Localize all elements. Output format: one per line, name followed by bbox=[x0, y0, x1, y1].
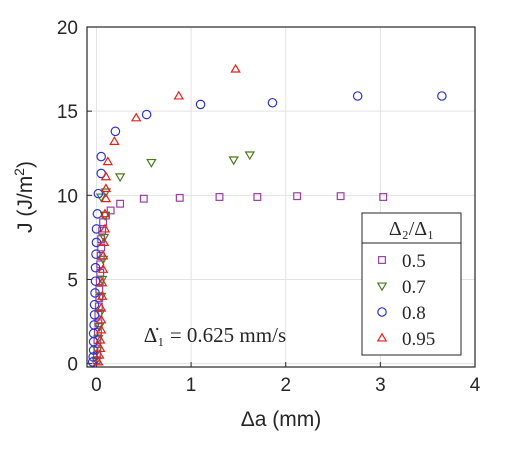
data-point bbox=[91, 237, 102, 248]
data-point bbox=[228, 156, 239, 166]
legend-label: 0.7 bbox=[402, 277, 426, 298]
data-point bbox=[379, 193, 388, 201]
data-point bbox=[95, 314, 107, 324]
data-point bbox=[110, 126, 121, 137]
data-point bbox=[106, 206, 115, 215]
x-tick-label: 2 bbox=[280, 375, 291, 396]
x-tick-label: 0 bbox=[91, 375, 102, 396]
y-axis-label-superscript: 2 bbox=[11, 168, 27, 176]
data-point bbox=[116, 199, 125, 208]
data-point bbox=[90, 276, 101, 286]
y-tick-label: 15 bbox=[57, 102, 78, 123]
axis-ticks: 0 1 2 3 4 0 5 10 15 20 bbox=[57, 18, 481, 396]
data-point bbox=[96, 277, 108, 287]
data-point bbox=[175, 193, 184, 202]
x-tick-label: 3 bbox=[375, 375, 386, 396]
data-point bbox=[94, 343, 106, 353]
data-point bbox=[99, 223, 111, 233]
y-tick-label: 20 bbox=[57, 18, 78, 39]
y-tick-label: 10 bbox=[57, 186, 78, 207]
data-point bbox=[99, 211, 111, 221]
data-point bbox=[253, 193, 262, 201]
y-axis-label-main: J (J/m bbox=[14, 176, 37, 233]
data-point bbox=[89, 310, 100, 320]
data-point bbox=[93, 356, 104, 366]
data-point bbox=[89, 320, 99, 330]
data-point bbox=[98, 233, 110, 243]
data-point bbox=[102, 156, 114, 166]
data-point bbox=[90, 262, 101, 273]
data-point bbox=[195, 99, 206, 110]
data-point bbox=[96, 151, 106, 162]
y-axis-label: J (J/m2) bbox=[11, 161, 37, 233]
data-point bbox=[100, 188, 112, 198]
data-point bbox=[230, 63, 241, 73]
x-axis-label: Δa (mm) bbox=[241, 408, 322, 431]
legend-entries: 0.5 0.7 0.8 0.95 bbox=[376, 251, 435, 350]
data-point bbox=[114, 173, 126, 183]
data-point bbox=[109, 136, 120, 145]
data-point bbox=[97, 263, 109, 273]
data-point bbox=[89, 299, 100, 310]
data-point bbox=[141, 109, 152, 120]
data-point bbox=[97, 250, 109, 260]
x-tick-label: 4 bbox=[470, 375, 481, 396]
x-tick-label: 1 bbox=[186, 375, 197, 396]
data-point bbox=[94, 349, 105, 359]
data-point bbox=[336, 192, 345, 201]
data-point bbox=[99, 208, 111, 218]
legend: Δ₂/Δ₁ 0.5 0.7 0.8 0.95 bbox=[361, 212, 462, 356]
data-point bbox=[100, 183, 112, 193]
data-point bbox=[90, 288, 100, 298]
data-point bbox=[97, 255, 109, 265]
y-axis-label-end: ) bbox=[14, 161, 37, 168]
legend-label: 0.8 bbox=[402, 303, 426, 324]
data-point bbox=[94, 334, 106, 344]
y-tick-label: 0 bbox=[67, 355, 78, 376]
legend-label: 0.95 bbox=[402, 329, 435, 350]
data-point bbox=[267, 97, 278, 108]
legend-marker bbox=[376, 332, 388, 342]
data-point bbox=[91, 249, 101, 260]
data-point bbox=[352, 91, 363, 101]
data-point bbox=[95, 324, 107, 334]
data-point bbox=[139, 194, 148, 203]
data-point bbox=[93, 188, 104, 199]
series-0.95 bbox=[93, 63, 241, 366]
data-point bbox=[88, 352, 98, 362]
legend-label: 0.5 bbox=[402, 251, 426, 272]
data-point bbox=[96, 290, 108, 300]
y-axis-label-group: J (J/m2) bbox=[11, 161, 37, 233]
data-point bbox=[130, 112, 142, 122]
data-point bbox=[244, 151, 256, 161]
data-point bbox=[87, 357, 98, 367]
data-point bbox=[293, 192, 302, 201]
data-point bbox=[146, 158, 157, 168]
y-tick-label: 5 bbox=[67, 270, 78, 291]
data-point bbox=[98, 237, 110, 246]
data-point bbox=[173, 90, 185, 100]
legend-marker bbox=[378, 256, 386, 264]
data-point bbox=[215, 193, 224, 201]
legend-marker bbox=[377, 307, 387, 317]
data-point bbox=[91, 224, 102, 234]
data-point bbox=[92, 209, 103, 219]
data-point bbox=[100, 193, 112, 203]
legend-marker bbox=[376, 282, 388, 292]
data-point bbox=[95, 302, 107, 312]
legend-title: Δ₂/Δ₁ bbox=[389, 218, 434, 240]
rate-annotation: Δ̇₁ = 0.625 mm/s bbox=[144, 323, 286, 347]
data-point bbox=[437, 91, 447, 101]
series-0.8 bbox=[87, 91, 447, 367]
data-point bbox=[100, 171, 112, 181]
plot-area-frame bbox=[86, 26, 476, 368]
data-point bbox=[93, 334, 104, 344]
data-points bbox=[87, 63, 447, 367]
